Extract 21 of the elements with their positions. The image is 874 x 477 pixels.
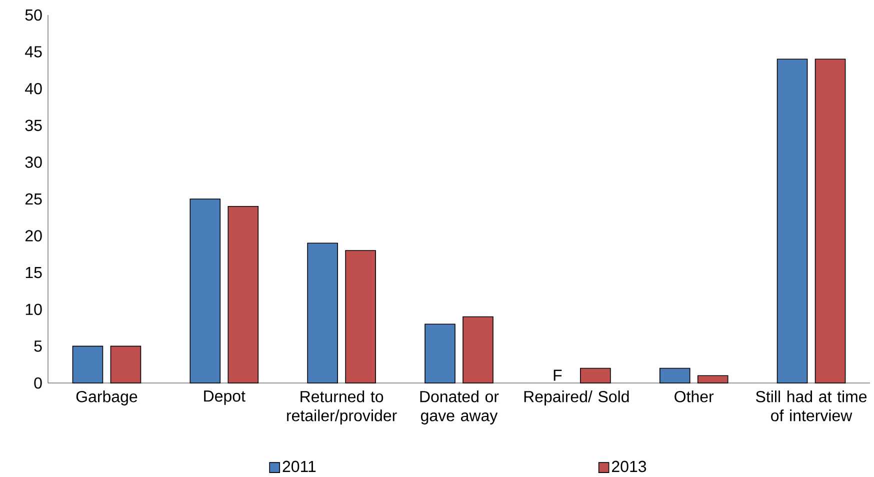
y-tick-label: 50 [25, 9, 42, 21]
y-tick-label: 25 [25, 193, 42, 205]
y-tick-label: 5 [34, 340, 42, 352]
annotation: F [554, 370, 562, 381]
y-tick-label: 0 [34, 377, 42, 389]
x-tick-label: Returned to retailer/provider [287, 390, 397, 424]
y-tick-label: 10 [26, 304, 42, 316]
x-tick-label: Still had at time of interview [756, 390, 867, 422]
legend-label: 2011 [282, 460, 316, 472]
x-tick-label: Garbage [76, 390, 138, 406]
x-tick-label: Donated or gave away [420, 390, 499, 424]
y-tick-label: 30 [25, 156, 42, 168]
y-tick-label: 45 [25, 46, 42, 58]
y-tick-label: 20 [25, 230, 42, 242]
x-tick-label: Repaired/ Sold [524, 390, 629, 406]
legend-label: 2013 [612, 460, 646, 472]
x-tick-label: Depot [204, 390, 246, 405]
x-tick-label: Other [674, 390, 714, 402]
y-tick-label: 35 [25, 120, 42, 132]
y-tick-label: 40 [25, 82, 42, 94]
y-tick-label: 15 [26, 267, 42, 278]
